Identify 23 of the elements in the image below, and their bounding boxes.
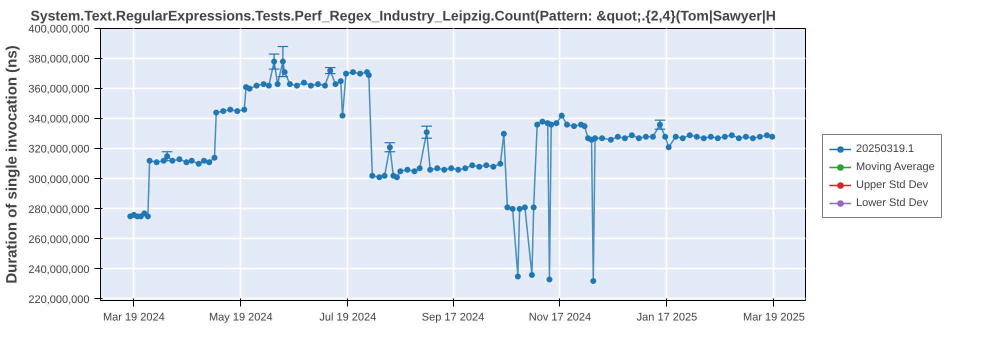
x-tick-label: May 19 2024 bbox=[209, 312, 273, 324]
legend-label: Moving Average bbox=[856, 160, 935, 175]
y-tick-label: 300,000,000 bbox=[28, 174, 90, 186]
y-tick-label: 260,000,000 bbox=[28, 234, 90, 246]
y-tick-label: 360,000,000 bbox=[28, 84, 90, 96]
x-tick-label: Mar 19 2024 bbox=[102, 312, 165, 324]
y-tick-label: 320,000,000 bbox=[28, 144, 90, 156]
y-tick-label: 240,000,000 bbox=[28, 264, 90, 276]
legend-label: 20250319.1 bbox=[856, 142, 914, 157]
x-tick-label: Jan 17 2025 bbox=[636, 312, 698, 324]
chart-title: System.Text.RegularExpressions.Tests.Perf_Regex_Industry_Leipzig.Count(Pattern: &quot;.{2,4}(Tom|Sawyer|H bbox=[30, 8, 776, 24]
x-tick-label: Sep 17 2024 bbox=[422, 312, 484, 324]
y-tick-label: 380,000,000 bbox=[28, 54, 90, 66]
y-tick-label: 220,000,000 bbox=[28, 294, 90, 306]
y-tick-label: 280,000,000 bbox=[28, 204, 90, 216]
x-tick-label: Jul 19 2024 bbox=[319, 312, 376, 324]
legend-label: Lower Std Dev bbox=[856, 196, 928, 211]
y-tick-label: 340,000,000 bbox=[28, 114, 90, 126]
x-tick-label: Nov 17 2024 bbox=[528, 312, 592, 324]
y-axis-title: Duration of single invocation (ns) bbox=[3, 45, 20, 284]
legend-label: Upper Std Dev bbox=[856, 178, 928, 193]
y-tick-label: 400,000,000 bbox=[28, 24, 90, 36]
x-tick-label: Mar 19 2025 bbox=[743, 312, 805, 324]
